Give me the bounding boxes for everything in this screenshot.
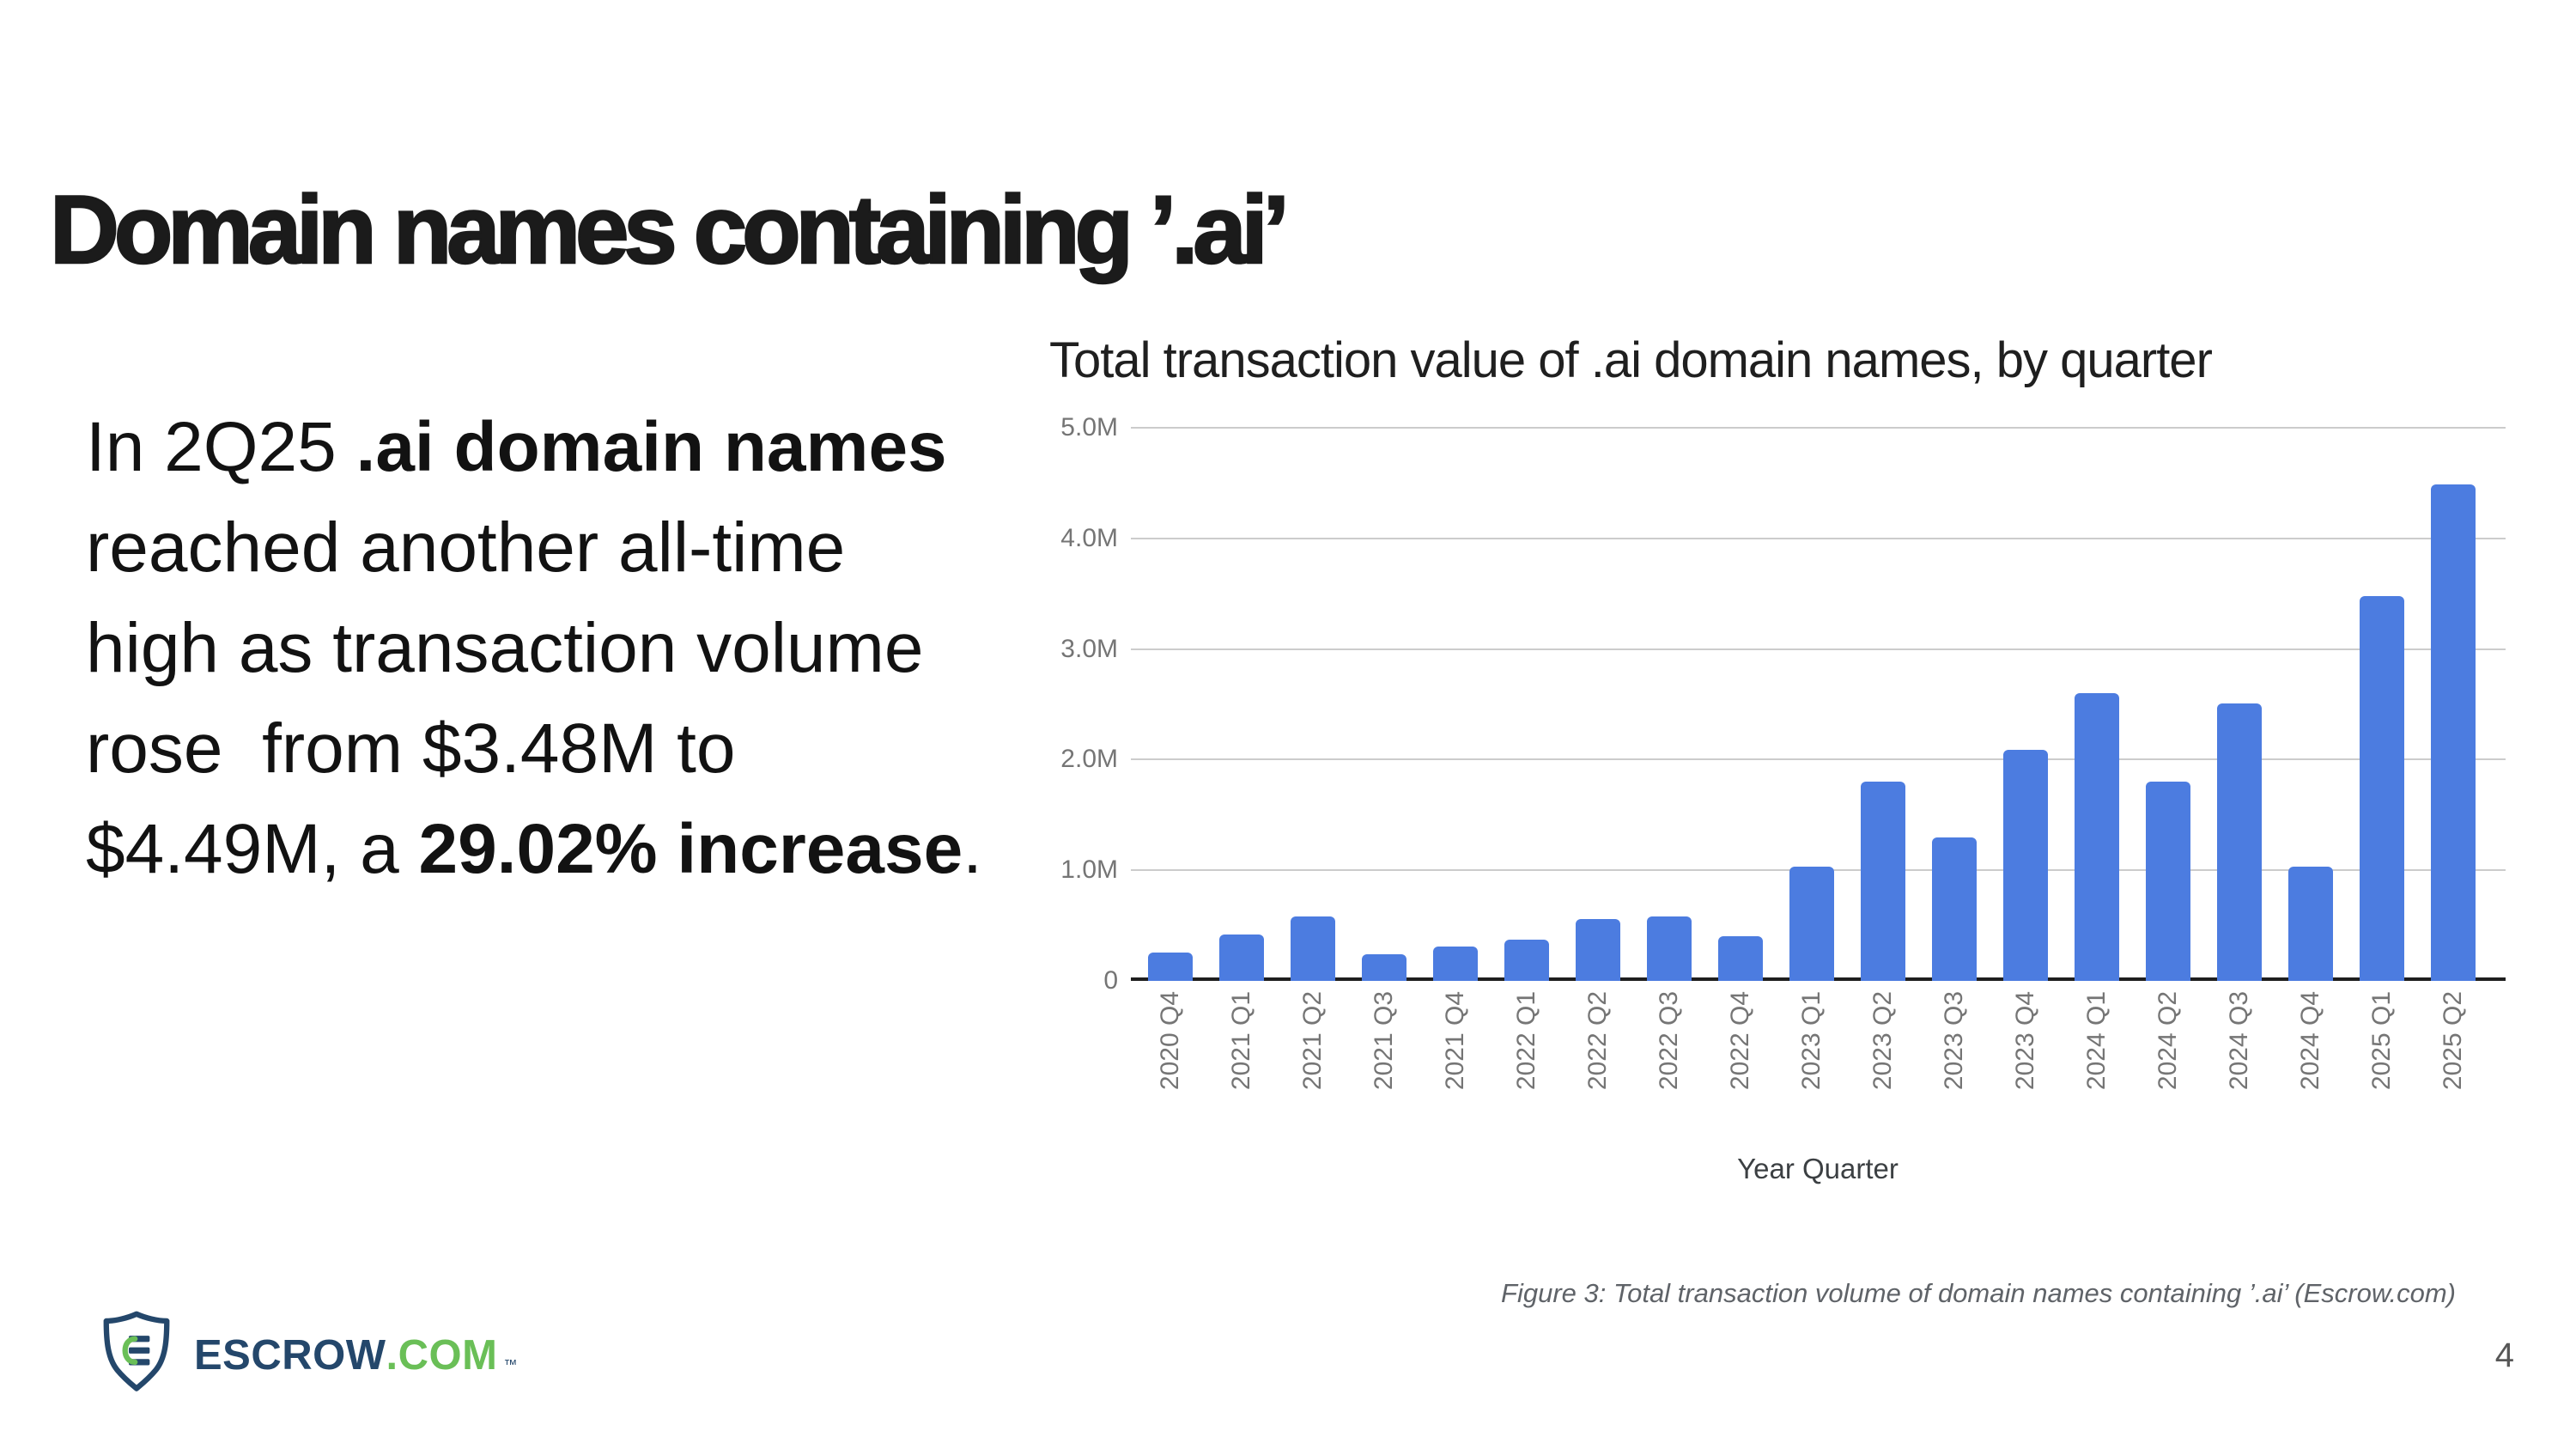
body-text-segment: $4.49M, a <box>86 810 419 888</box>
y-tick-label: 3.0M <box>1060 634 1118 663</box>
body-text-segment: .ai domain names <box>355 408 947 486</box>
y-tick-label: 2.0M <box>1060 745 1118 774</box>
gridline <box>1131 427 2506 429</box>
shield-logo-icon <box>96 1309 177 1401</box>
bar-2025-q1 <box>2360 595 2404 981</box>
bar-2022-q3 <box>1647 916 1692 981</box>
bar-2021-q4 <box>1433 947 1478 981</box>
bar-2022-q4 <box>1718 936 1763 981</box>
logo-wordmark: ESCROW .COM ™ <box>194 1331 518 1379</box>
logo-trademark-symbol: ™ <box>503 1357 518 1373</box>
x-tick-label: 2023 Q4 <box>2011 991 2039 1091</box>
x-tick-label: 2023 Q2 <box>1868 991 1897 1091</box>
body-text-segment: . <box>963 810 982 888</box>
bar-2022-q1 <box>1504 940 1549 981</box>
x-tick-label: 2024 Q3 <box>2225 991 2253 1091</box>
page-title: Domain names containing ’.ai’ <box>49 175 1291 285</box>
y-tick-label: 1.0M <box>1060 855 1118 885</box>
x-tick-label: 2024 Q1 <box>2082 991 2111 1091</box>
x-tick-label: 2022 Q1 <box>1512 991 1540 1091</box>
gridline <box>1131 758 2506 761</box>
gridline <box>1131 537 2506 539</box>
logo-tld-text: .COM <box>386 1331 498 1379</box>
bar-2022-q2 <box>1576 918 1620 981</box>
body-text-segment: 29.02% increase <box>418 810 963 888</box>
logo-brand-text: ESCROW <box>194 1331 386 1379</box>
y-tick-label: 5.0M <box>1060 413 1118 441</box>
bar-2024-q2 <box>2146 782 2190 981</box>
chart-title: Total transaction value of .ai domain na… <box>1049 332 2213 388</box>
bar-2023-q1 <box>1789 867 1834 981</box>
bar-2023-q4 <box>2003 749 2048 981</box>
bar-2020-q4 <box>1148 952 1193 981</box>
gridline <box>1131 648 2506 650</box>
bar-2021-q2 <box>1291 916 1335 981</box>
x-tick-label: 2024 Q2 <box>2154 991 2182 1091</box>
x-axis-title: Year Quarter <box>1737 1153 1899 1184</box>
x-tick-label: 2021 Q1 <box>1227 991 1255 1091</box>
x-tick-label: 2023 Q1 <box>1797 991 1826 1091</box>
x-tick-label: 2022 Q3 <box>1655 991 1683 1091</box>
x-tick-label: 2021 Q2 <box>1298 991 1327 1091</box>
body-text-line: high as transaction volume <box>86 598 982 698</box>
bar-2024-q3 <box>2217 703 2262 981</box>
x-tick-label: 2024 Q4 <box>2296 991 2324 1091</box>
bar-2021-q3 <box>1362 954 1406 981</box>
chart-plot-area <box>1131 427 2506 981</box>
body-text-segment: rose from $3.48M to <box>86 709 736 788</box>
bar-2021-q1 <box>1219 934 1264 981</box>
bar-2023-q3 <box>1932 837 1977 981</box>
bar-2024-q4 <box>2288 867 2333 981</box>
x-tick-label: 2020 Q4 <box>1156 991 1184 1091</box>
x-tick-label: 2025 Q1 <box>2367 991 2396 1091</box>
body-text-line: reached another all-time <box>86 497 982 598</box>
body-text-line: $4.49M, a 29.02% increase. <box>86 799 982 899</box>
bar-2025-q2 <box>2431 484 2476 981</box>
y-tick-label: 4.0M <box>1060 523 1118 552</box>
x-tick-label: 2021 Q4 <box>1441 991 1469 1091</box>
x-tick-label: 2025 Q2 <box>2439 991 2467 1091</box>
x-tick-label: 2023 Q3 <box>1940 991 1968 1091</box>
x-axis-line <box>1131 977 2506 981</box>
page-number: 4 <box>2494 1336 2514 1374</box>
body-text-line: In 2Q25 .ai domain names <box>86 397 982 497</box>
escrow-logo: ESCROW .COM ™ <box>96 1309 518 1401</box>
y-tick-label: 0 <box>1103 966 1118 995</box>
x-tick-label: 2022 Q4 <box>1726 991 1754 1091</box>
body-paragraph: In 2Q25 .ai domain names reached another … <box>86 397 982 899</box>
body-text-segment: high as transaction volume <box>86 609 924 687</box>
body-text-segment: reached another all-time <box>86 508 846 587</box>
body-text-segment: In 2Q25 <box>86 408 356 486</box>
figure-caption: Figure 3: Total transaction volume of do… <box>1501 1278 2456 1308</box>
x-tick-label: 2021 Q3 <box>1370 991 1398 1091</box>
gridline <box>1131 869 2506 872</box>
bar-2023-q2 <box>1861 782 1905 981</box>
bar-2024-q1 <box>2075 693 2119 981</box>
body-text-line: rose from $3.48M to <box>86 698 982 799</box>
x-tick-label: 2022 Q2 <box>1583 991 1612 1091</box>
